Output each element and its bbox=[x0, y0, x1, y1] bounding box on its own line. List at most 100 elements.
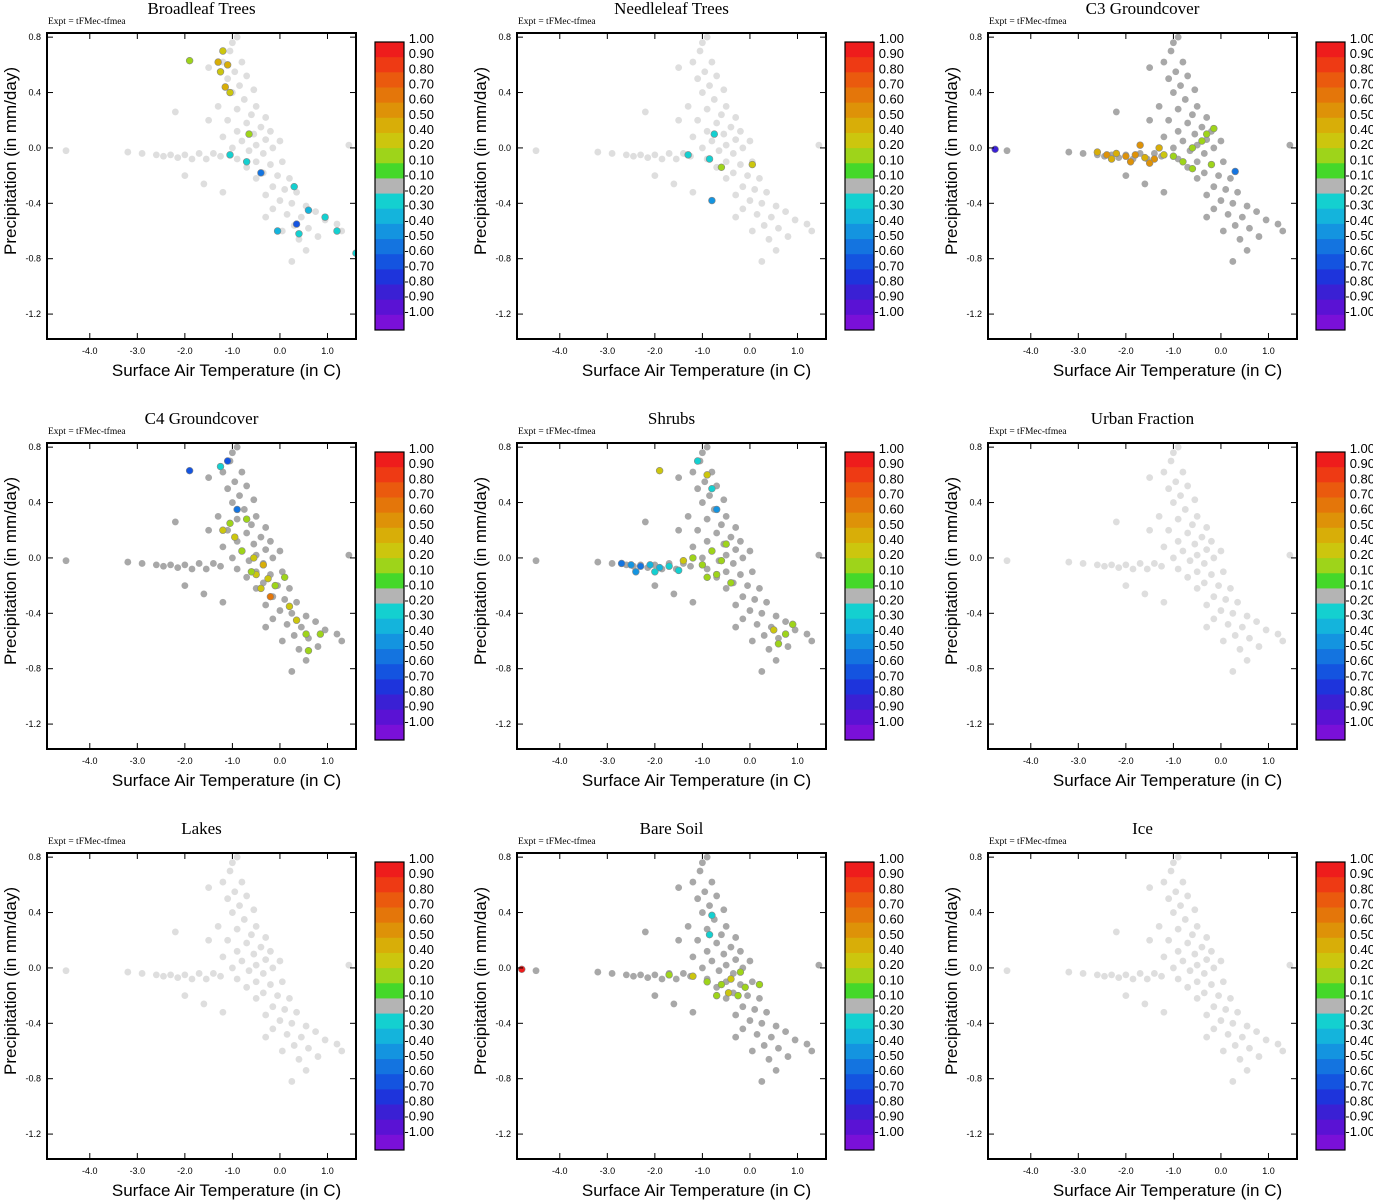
cloud-point bbox=[765, 235, 773, 243]
colorbar-label: 0.90 bbox=[1350, 866, 1373, 881]
data-point bbox=[636, 562, 645, 570]
y-tick-label: -0.8 bbox=[495, 254, 511, 264]
cloud-point bbox=[1262, 216, 1270, 224]
cloud-point bbox=[658, 975, 666, 983]
cloud-point bbox=[739, 615, 747, 623]
cloud-point bbox=[1234, 188, 1241, 196]
cloud-point bbox=[262, 601, 270, 609]
cloud-point bbox=[1219, 978, 1227, 986]
colorbar-label: -0.50 bbox=[404, 228, 434, 243]
cloud-point bbox=[1219, 158, 1227, 166]
colorbar-swatch bbox=[375, 208, 404, 225]
cloud-point bbox=[1191, 950, 1199, 958]
colorbar-swatch bbox=[845, 269, 874, 285]
colorbar-swatch bbox=[1316, 558, 1345, 574]
cloud-point bbox=[278, 978, 286, 986]
cloud-point bbox=[1189, 111, 1196, 119]
cloud-point bbox=[675, 474, 683, 482]
data-point bbox=[712, 505, 721, 514]
cloud-point bbox=[1170, 964, 1177, 972]
cloud-point bbox=[269, 1025, 277, 1033]
colorbar-frame bbox=[374, 41, 405, 331]
cloud-point bbox=[167, 561, 175, 569]
cloud-point bbox=[167, 151, 175, 159]
cloud-point bbox=[1210, 1025, 1218, 1033]
colorbar-swatch bbox=[1316, 482, 1345, 498]
data-point bbox=[1126, 158, 1135, 166]
cloud-point bbox=[259, 970, 267, 977]
colorbar-frame bbox=[374, 451, 405, 741]
data-point bbox=[223, 457, 232, 465]
cloud-point bbox=[763, 188, 770, 196]
colorbar-label: 0.20 bbox=[879, 547, 904, 562]
cloud-point bbox=[1279, 227, 1287, 235]
colorbar-swatch bbox=[375, 679, 404, 695]
data-point bbox=[708, 196, 716, 205]
cloud-point bbox=[278, 1047, 286, 1055]
cloud-point bbox=[746, 547, 754, 555]
cloud-point bbox=[243, 72, 251, 80]
colorbar-label: 0.50 bbox=[1350, 927, 1373, 942]
data-point bbox=[304, 646, 313, 655]
cloud-point bbox=[345, 141, 353, 149]
colorbar-label: -0.40 bbox=[1345, 213, 1373, 228]
colorbar-swatch bbox=[1316, 117, 1345, 134]
data-point bbox=[1150, 155, 1159, 163]
y-tick-label: -0.8 bbox=[966, 254, 982, 264]
colorbar-swatch bbox=[375, 968, 404, 984]
colorbar-label: -1.00 bbox=[874, 1124, 904, 1139]
x-tick-label: 1.0 bbox=[791, 756, 804, 766]
cloud-point bbox=[1122, 561, 1130, 569]
data-point bbox=[219, 47, 227, 55]
x-tick-label: -4.0 bbox=[552, 346, 568, 356]
x-axis-label: Surface Air Temperature (in C) bbox=[112, 361, 341, 380]
colorbar-label: 0.20 bbox=[1350, 957, 1373, 972]
colorbar-label: -0.60 bbox=[1345, 653, 1373, 668]
cloud-point bbox=[608, 150, 616, 157]
cloud-point bbox=[1003, 557, 1011, 565]
colorbar-swatch bbox=[375, 694, 404, 711]
colorbar: 1.000.900.800.700.600.500.400.200.10-0.1… bbox=[374, 31, 434, 331]
cloud-point bbox=[1150, 970, 1158, 977]
colorbar-label: -0.50 bbox=[1345, 1048, 1373, 1063]
cloud-point bbox=[1208, 537, 1215, 545]
x-tick-label: -2.0 bbox=[1118, 346, 1134, 356]
cloud-point bbox=[732, 213, 740, 221]
cloud-point bbox=[1200, 970, 1208, 977]
x-axis-label: Surface Air Temperature (in C) bbox=[1053, 1181, 1282, 1200]
colorbar-swatch bbox=[845, 208, 874, 225]
data-point bbox=[221, 83, 229, 91]
colorbar-label: 1.00 bbox=[409, 441, 434, 456]
data-point bbox=[226, 88, 234, 97]
y-axis-label: Precipitation (in mm/day) bbox=[471, 887, 490, 1075]
cloud-point bbox=[262, 136, 270, 144]
cloud-point bbox=[1065, 558, 1073, 566]
colorbar-label: -0.50 bbox=[874, 1048, 904, 1063]
cloud-point bbox=[1112, 518, 1120, 526]
cloud-point bbox=[699, 909, 706, 916]
cloud-point bbox=[219, 188, 227, 196]
cloud-point bbox=[262, 213, 270, 221]
cloud-point bbox=[744, 172, 751, 180]
x-tick-label: -3.0 bbox=[600, 346, 616, 356]
data-point bbox=[259, 561, 267, 569]
y-tick-label: 0.4 bbox=[498, 498, 511, 508]
cloud-point bbox=[703, 127, 711, 135]
cloud-point bbox=[1122, 172, 1130, 180]
cloud-point bbox=[1236, 1055, 1244, 1063]
cloud-point bbox=[1203, 191, 1211, 199]
colorbar-frame bbox=[844, 451, 875, 741]
cloud-point bbox=[746, 197, 754, 204]
cloud-point bbox=[756, 584, 763, 592]
cloud-point bbox=[808, 227, 816, 235]
data-point bbox=[655, 563, 664, 572]
cloud-point bbox=[696, 867, 704, 875]
cloud-point bbox=[276, 957, 284, 965]
cloud-point bbox=[269, 1003, 277, 1011]
colorbar-swatch bbox=[375, 709, 404, 726]
cloud-point bbox=[1184, 72, 1192, 80]
cloud-point bbox=[219, 878, 227, 886]
colorbar-frame bbox=[1315, 41, 1346, 331]
cloud-point bbox=[1174, 443, 1182, 451]
cloud-point bbox=[713, 529, 721, 537]
